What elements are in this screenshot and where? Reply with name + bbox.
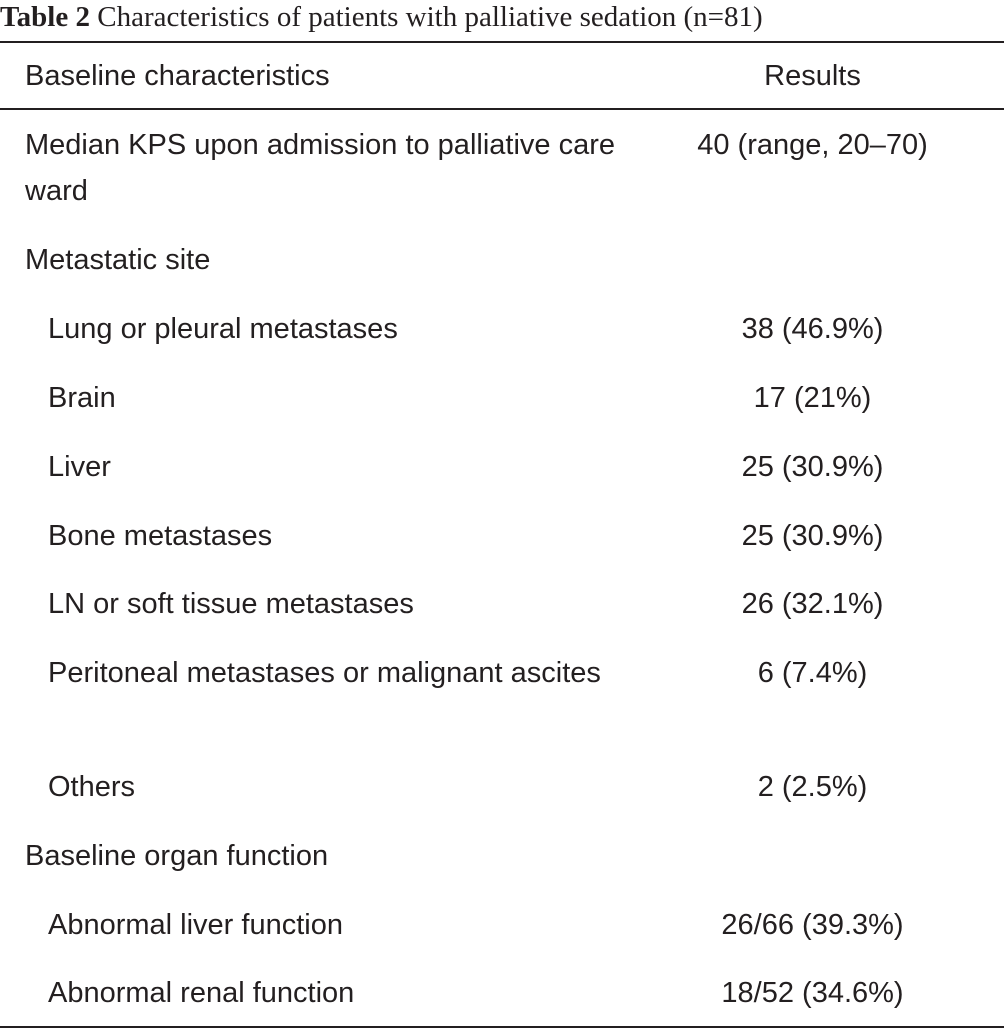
table-row-label: Abnormal renal function [48,977,355,1009]
header-rule [0,108,1004,110]
table-row-value: 38 (46.9%) [741,313,884,345]
table-row-label: Peritoneal metastases or malignant ascit… [48,657,601,689]
table-caption: Table 2 Characteristics of patients with… [0,0,1004,34]
table-row-value: 6 (7.4%) [757,657,868,689]
column-header-characteristics: Baseline characteristics [25,60,330,92]
table-row-label: Brain [48,382,116,414]
table-row-value: 25 (30.9%) [741,520,884,552]
table-row-label: Abnormal liver function [48,909,343,941]
table-row-label: Median KPS upon admission to palliative … [25,129,615,207]
column-header-results: Results [764,60,861,92]
table-row-value: 26 (32.1%) [741,588,884,620]
top-rule [0,41,1004,43]
table-number: Table 2 [0,1,90,33]
bottom-rule [0,1026,1004,1028]
table-row-label: Others [48,771,136,803]
table-row-value: 40 (range, 20–70) [697,129,928,161]
table-row-value: 17 (21%) [753,382,872,414]
table-row-value: 18/52 (34.6%) [721,977,904,1009]
table-row-label: Lung or pleural metastases [48,313,398,345]
table-row-value: 25 (30.9%) [741,451,884,483]
table-row-value: 26/66 (39.3%) [721,909,904,941]
table-row-label: Liver [48,451,111,483]
table-row-label: Bone metastases [48,520,273,552]
table-title: Characteristics of patients with palliat… [97,1,763,33]
table-row-value: 2 (2.5%) [757,771,868,803]
section-heading-organ-function: Baseline organ function [25,840,329,872]
table-row-label: LN or soft tissue metastases [48,588,414,620]
section-heading-metastatic-site: Metastatic site [25,244,211,276]
